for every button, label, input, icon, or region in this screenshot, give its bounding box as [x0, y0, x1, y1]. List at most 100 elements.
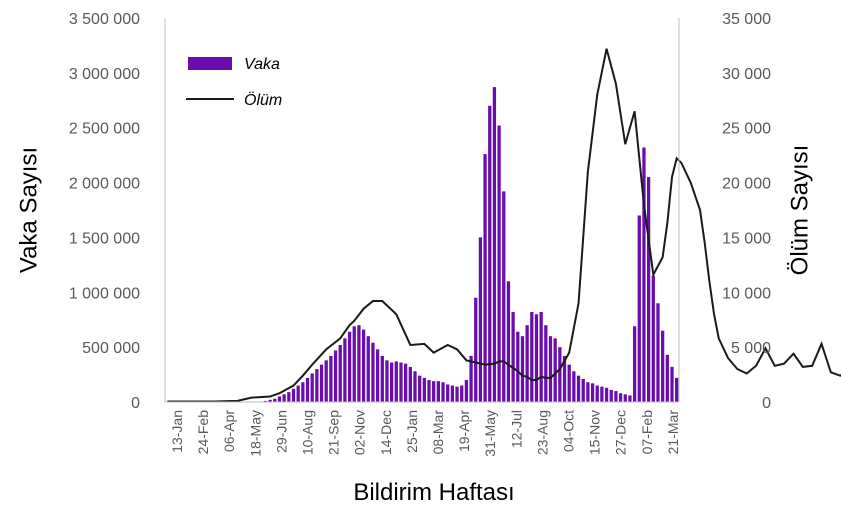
case-bar	[389, 362, 394, 402]
case-bar	[282, 394, 286, 402]
x-axis-tick-label: 19-Apr	[456, 410, 472, 452]
case-bar	[319, 364, 324, 402]
left-axis-tick-label: 2 000 000	[69, 176, 140, 193]
case-bar	[273, 398, 277, 402]
left-axis-tick-label: 3 000 000	[69, 66, 140, 83]
case-bar	[661, 330, 665, 402]
case-bar	[539, 312, 543, 402]
case-bar	[548, 336, 553, 402]
x-axis-tick-label: 18-May	[247, 410, 263, 457]
x-axis-tick-label: 08-Mar	[430, 410, 446, 455]
right-axis-tick-label: 5 000	[731, 340, 771, 357]
left-axis-tick-label: 1 500 000	[69, 230, 140, 247]
case-bar	[296, 385, 300, 402]
case-bar	[534, 314, 539, 402]
case-bar	[544, 325, 548, 402]
x-axis-tick-label: 04-Oct	[561, 410, 577, 452]
case-bar	[394, 361, 398, 402]
x-axis-tick-label: 25-Jan	[404, 410, 420, 453]
case-bar	[497, 125, 501, 403]
case-bar	[525, 325, 529, 402]
y-axis-title-right: Ölüm Sayısı	[786, 145, 813, 276]
x-axis-tick-label: 12-Jul	[508, 410, 524, 448]
case-bar	[301, 382, 305, 402]
case-bar	[432, 381, 436, 402]
case-bar	[277, 396, 282, 402]
left-axis-tick-label: 1 000 000	[69, 285, 140, 302]
x-axis-tick-label: 15-Nov	[587, 410, 603, 455]
case-bar	[675, 377, 679, 402]
case-bar	[530, 312, 534, 402]
case-bar	[520, 336, 525, 402]
left-axis-tick-label: 0	[131, 395, 140, 412]
case-bar	[418, 375, 422, 402]
case-bar	[441, 382, 445, 402]
case-bar	[558, 347, 562, 402]
case-bar	[567, 364, 571, 402]
case-bar	[291, 388, 296, 402]
case-bar	[586, 382, 590, 402]
case-bar	[614, 391, 618, 402]
case-bar	[478, 237, 483, 402]
left-axis-tick-label: 500 000	[82, 340, 140, 357]
case-bar	[263, 400, 268, 402]
case-bar	[656, 303, 660, 402]
x-axis-ticks: 13-Jan 24-Feb 06-Apr 18-May 29-Jun 10-Aug 21-S…	[169, 410, 681, 457]
case-bar	[492, 87, 497, 403]
death-line	[167, 48, 841, 403]
case-bar	[628, 395, 632, 402]
x-axis-tick-label: 31-May	[482, 410, 498, 457]
right-axis-tick-label: 10 000	[722, 285, 771, 302]
case-bar	[646, 177, 651, 402]
right-axis-tick-label: 15 000	[722, 230, 771, 247]
case-bar	[632, 326, 637, 402]
case-bar	[665, 354, 669, 402]
case-bar	[562, 355, 567, 402]
case-bar	[329, 355, 333, 402]
case-bar	[609, 389, 613, 402]
case-bar	[637, 215, 641, 402]
case-bar	[581, 378, 585, 402]
case-bar	[600, 386, 604, 402]
right-axis-tick-label: 35 000	[722, 11, 771, 28]
case-bar	[427, 380, 431, 402]
right-axis-tick-label: 25 000	[722, 121, 771, 138]
case-bar	[553, 338, 557, 402]
x-axis-tick-label: 29-Jun	[273, 410, 289, 453]
case-bar	[474, 297, 478, 402]
case-bar	[343, 338, 347, 402]
case-bar	[366, 336, 370, 402]
case-bar	[464, 380, 469, 402]
case-bar	[576, 375, 581, 402]
case-bar	[436, 381, 440, 402]
case-bar	[324, 360, 328, 402]
case-bar	[287, 392, 291, 402]
case-bar	[488, 105, 492, 403]
case-bar	[315, 369, 319, 402]
case-bar	[352, 326, 356, 402]
case-bar	[422, 377, 426, 402]
case-bar	[455, 386, 459, 402]
case-bar	[305, 377, 310, 402]
left-axis-tick-label: 2 500 000	[69, 121, 140, 138]
right-axis-tick-label: 0	[762, 395, 771, 412]
legend-swatch-vaka	[188, 57, 232, 70]
case-bars-group	[259, 87, 679, 403]
case-bar	[502, 191, 506, 402]
case-bar	[268, 399, 272, 402]
right-axis-ticks: 0 5 000 10 000 15 000 20 000 25 000 30 000 35 0…	[722, 11, 771, 412]
case-bar	[408, 366, 412, 402]
case-bar	[604, 387, 609, 402]
right-axis-tick-label: 30 000	[722, 66, 771, 83]
legend-label-olum: Ölüm	[244, 91, 282, 109]
case-bar	[380, 355, 384, 402]
case-bar	[361, 329, 366, 402]
case-bar	[399, 362, 403, 402]
x-axis-tick-label: 10-Aug	[300, 410, 316, 455]
x-axis-tick-label: 24-Feb	[195, 410, 211, 455]
x-axis-tick-label: 23-Aug	[534, 410, 550, 455]
case-bar	[623, 394, 627, 402]
x-axis-tick-label: 21-Mar	[665, 410, 681, 455]
case-bar	[506, 281, 511, 402]
